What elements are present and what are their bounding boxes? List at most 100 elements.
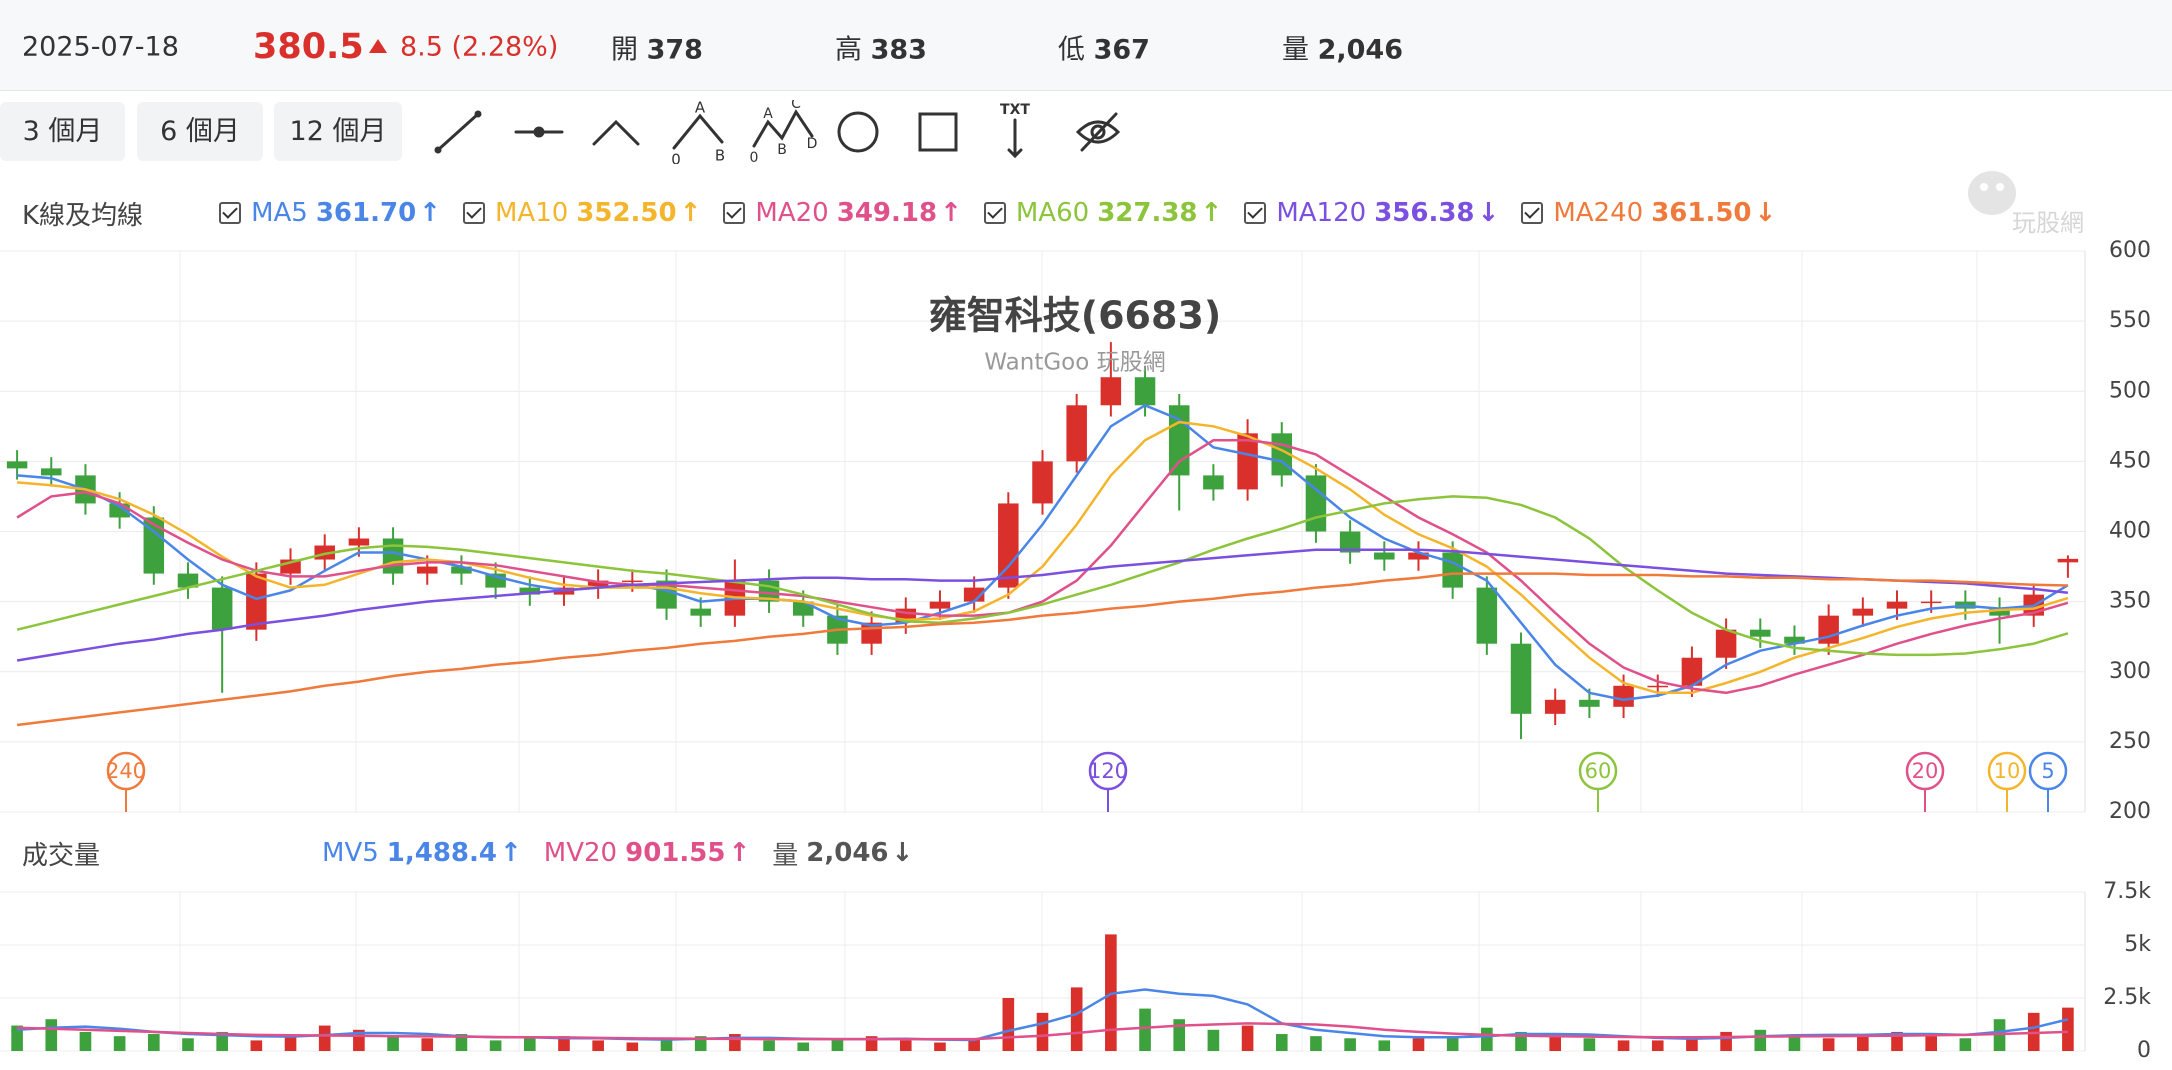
volume-bar: [1925, 1036, 1937, 1051]
checkbox[interactable]: [219, 202, 242, 224]
tool-abcd[interactable]: A C 0 B D: [750, 100, 818, 164]
candle-body: [246, 573, 267, 630]
ma-marker: [1578, 751, 1618, 791]
checkbox[interactable]: [723, 202, 746, 224]
legend-name: 量: [772, 840, 799, 871]
volume-bar: [1446, 1036, 1459, 1051]
volume-bar: [318, 1025, 331, 1051]
checkbox[interactable]: [983, 202, 1006, 224]
candle-body: [998, 503, 1019, 588]
up-triangle: [369, 39, 387, 53]
range-button[interactable]: 6 個月: [137, 102, 263, 161]
stat-value: 367: [1093, 34, 1150, 66]
volume-bar: [934, 1042, 946, 1051]
legend-name: MA240: [1553, 198, 1644, 228]
quote-change: 8.5 (2.28%): [400, 31, 559, 63]
tool-text[interactable]: TXT: [1000, 102, 1030, 159]
tool-circle[interactable]: [837, 111, 879, 153]
candle-body: [1579, 699, 1600, 707]
checkbox[interactable]: [1521, 202, 1544, 224]
checkbox[interactable]: [1244, 202, 1267, 224]
tool-text: D: [807, 136, 818, 152]
legend-trend: ↓: [891, 838, 914, 868]
candle-body: [1442, 552, 1463, 588]
tool-rect[interactable]: [918, 112, 958, 152]
ma-line: [17, 1022, 2068, 1041]
candle-body: [2057, 558, 2079, 563]
candle-body: [622, 580, 643, 583]
candle-body: [1476, 587, 1498, 644]
volume-bar: [1651, 1040, 1664, 1051]
legend-name: MV5: [322, 838, 379, 868]
tool-hide[interactable]: [1075, 112, 1121, 152]
range-button[interactable]: 3 個月: [0, 102, 125, 161]
ma-marker-label: 10: [1994, 759, 2021, 783]
tool-text: B: [777, 142, 787, 158]
candle-body: [519, 587, 541, 595]
candle-body: [1203, 475, 1224, 490]
legend-value: 1,488.4: [386, 838, 497, 868]
legend-name: MA60: [1015, 198, 1090, 228]
tool-abc[interactable]: A 0 B: [671, 100, 725, 164]
candle-body: [451, 566, 472, 574]
legend-item: MA10 352.50 ↑: [462, 198, 701, 228]
y-tick-label: 250: [2109, 729, 2151, 754]
checkbox[interactable]: [462, 202, 485, 224]
volume-bar: [1481, 1027, 1493, 1051]
stat-value: 383: [870, 34, 927, 66]
drawing-tools: A 0 B A C 0 B D TXT: [434, 100, 1121, 164]
candle-body: [963, 587, 985, 602]
volume-bar: [660, 1038, 673, 1051]
candle-body: [1544, 699, 1566, 714]
candle-body: [1237, 433, 1258, 490]
ma-line: [16, 572, 2068, 727]
legend-trend: ↑: [728, 838, 751, 868]
legend-trend: ↑: [419, 198, 441, 228]
legend-item: MA120 356.38 ↓: [1244, 198, 1499, 228]
y-tick-label: 0: [2137, 1038, 2151, 1063]
tool-text: B: [715, 147, 725, 165]
candle-body: [1613, 685, 1634, 707]
stat: 高 383: [835, 28, 927, 67]
chart-title: 雍智科技(6683): [929, 294, 1222, 338]
tool-text: A: [695, 100, 706, 117]
candle-body: [1032, 461, 1053, 504]
legend-trend: ↑: [1200, 198, 1223, 228]
watermark-text: 玩股網: [2012, 209, 2084, 237]
candle-body: [1647, 685, 1668, 688]
candle-body: [1066, 405, 1087, 462]
volume-bar: [1070, 987, 1083, 1051]
legend-value: 2,046: [806, 838, 889, 868]
tool-line[interactable]: [434, 110, 482, 154]
candle-body: [1100, 377, 1122, 406]
candle-body: [690, 608, 711, 616]
volume-bar: [694, 1036, 707, 1051]
legend-value: 901.55: [625, 838, 726, 868]
legend-name: MA120: [1276, 198, 1367, 228]
candle-body: [177, 573, 199, 588]
volume-bar: [182, 1038, 194, 1051]
candle-body: [382, 538, 404, 574]
legend-trend: ↓: [1477, 198, 1500, 228]
ma-marker-label: 60: [1585, 759, 1612, 783]
legend-value: 361.70: [315, 198, 417, 228]
ma-line: [16, 420, 2069, 695]
stat-label: 低: [1058, 34, 1085, 66]
candle-body: [6, 461, 28, 469]
volume-bar: [797, 1042, 810, 1051]
tool-angle[interactable]: [592, 119, 640, 146]
range-button[interactable]: 12 個月: [274, 102, 402, 161]
stat-value: 2,046: [1317, 34, 1403, 66]
volume-bar: [1617, 1040, 1630, 1051]
ma-line: [16, 439, 2069, 695]
volume-bar: [1959, 1038, 1972, 1051]
candle-body: [417, 566, 438, 574]
ma-marker-label: 120: [1088, 759, 1128, 783]
quote-date: 2025-07-18: [22, 31, 179, 63]
candle-body: [211, 587, 233, 630]
candle-body: [143, 517, 165, 574]
volume-bar: [1583, 1038, 1596, 1051]
volume-bar: [1686, 1038, 1698, 1051]
candle-body: [1339, 531, 1361, 553]
tool-hline[interactable]: [514, 126, 564, 138]
